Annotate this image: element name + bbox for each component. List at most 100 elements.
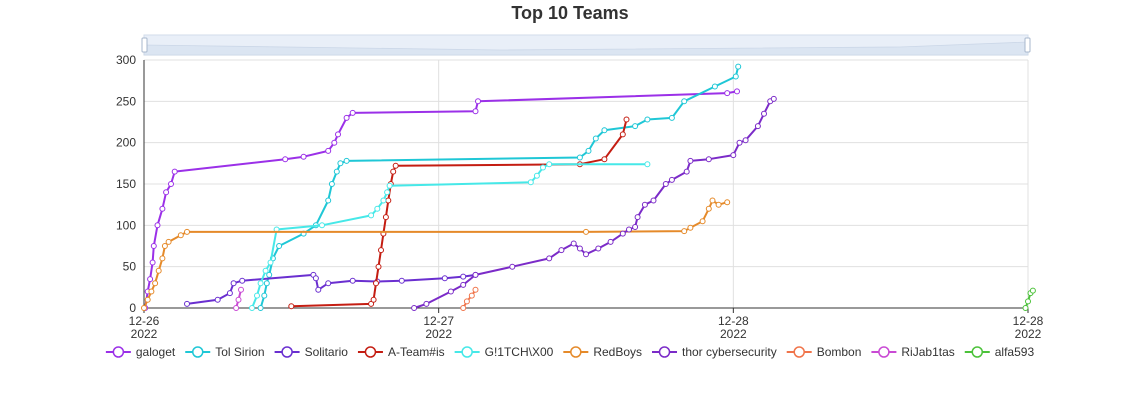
- series-line[interactable]: [291, 119, 628, 308]
- data-point[interactable]: [300, 153, 307, 160]
- data-point[interactable]: [335, 131, 341, 138]
- data-point[interactable]: [540, 164, 546, 171]
- data-point[interactable]: [447, 288, 454, 295]
- data-point[interactable]: [770, 95, 777, 102]
- data-point[interactable]: [315, 286, 322, 293]
- data-point[interactable]: [460, 305, 467, 311]
- data-point[interactable]: [735, 63, 742, 70]
- legend-item[interactable]: Tol Sirion: [185, 345, 265, 359]
- data-point[interactable]: [325, 147, 332, 154]
- data-point[interactable]: [276, 243, 283, 249]
- data-point[interactable]: [325, 280, 332, 287]
- data-point[interactable]: [337, 160, 344, 167]
- data-point[interactable]: [168, 181, 174, 187]
- data-point[interactable]: [331, 139, 338, 146]
- data-point[interactable]: [375, 263, 382, 270]
- legend-item[interactable]: A-Team#is: [357, 345, 445, 359]
- zoom-handle-left[interactable]: [141, 37, 148, 53]
- data-point[interactable]: [254, 292, 260, 299]
- data-point[interactable]: [668, 176, 675, 183]
- data-point[interactable]: [595, 245, 602, 252]
- data-point[interactable]: [527, 179, 534, 186]
- data-point[interactable]: [235, 296, 242, 303]
- data-point[interactable]: [239, 277, 246, 284]
- data-point[interactable]: [343, 114, 350, 121]
- data-point[interactable]: [226, 290, 233, 297]
- data-point[interactable]: [230, 280, 237, 287]
- data-point[interactable]: [705, 156, 712, 163]
- data-point[interactable]: [147, 276, 154, 283]
- data-point[interactable]: [373, 280, 379, 287]
- data-point[interactable]: [171, 168, 178, 175]
- data-point[interactable]: [576, 245, 583, 252]
- data-point[interactable]: [282, 156, 289, 163]
- data-point[interactable]: [732, 73, 739, 80]
- data-point[interactable]: [238, 286, 244, 293]
- series-line[interactable]: [259, 66, 740, 309]
- legend-item[interactable]: Solitario: [274, 345, 349, 359]
- data-point[interactable]: [644, 161, 651, 168]
- data-point[interactable]: [398, 277, 405, 284]
- data-point[interactable]: [261, 292, 268, 299]
- data-point[interactable]: [460, 273, 467, 280]
- data-point[interactable]: [650, 197, 657, 204]
- data-point[interactable]: [333, 168, 340, 175]
- data-point[interactable]: [601, 156, 608, 163]
- data-point[interactable]: [634, 214, 641, 221]
- data-point[interactable]: [546, 161, 553, 168]
- data-point[interactable]: [1029, 287, 1036, 294]
- data-point[interactable]: [288, 303, 295, 310]
- data-point[interactable]: [163, 189, 170, 196]
- data-point[interactable]: [257, 280, 264, 287]
- data-point[interactable]: [349, 277, 356, 284]
- data-point[interactable]: [150, 243, 157, 249]
- legend-item[interactable]: thor cybersecurity: [652, 345, 777, 359]
- data-point[interactable]: [736, 139, 743, 146]
- data-point[interactable]: [761, 110, 767, 117]
- data-point[interactable]: [632, 224, 639, 230]
- data-point[interactable]: [626, 226, 632, 233]
- data-point[interactable]: [715, 201, 722, 208]
- data-point[interactable]: [141, 305, 147, 311]
- data-point[interactable]: [152, 280, 159, 287]
- data-point[interactable]: [683, 168, 690, 175]
- data-point[interactable]: [724, 199, 731, 206]
- data-point[interactable]: [177, 232, 184, 239]
- data-point[interactable]: [378, 247, 384, 254]
- data-point[interactable]: [386, 182, 393, 189]
- data-point[interactable]: [570, 240, 577, 247]
- data-point[interactable]: [730, 152, 737, 159]
- data-point[interactable]: [319, 222, 325, 229]
- data-point[interactable]: [382, 214, 389, 221]
- data-point[interactable]: [423, 300, 430, 307]
- data-point[interactable]: [687, 224, 694, 231]
- data-point[interactable]: [705, 205, 712, 212]
- data-point[interactable]: [742, 137, 749, 144]
- series-line[interactable]: [186, 273, 476, 305]
- data-point[interactable]: [668, 114, 675, 121]
- data-point[interactable]: [441, 275, 448, 282]
- data-point[interactable]: [632, 123, 639, 130]
- data-point[interactable]: [257, 305, 264, 311]
- data-point[interactable]: [724, 90, 731, 97]
- data-point[interactable]: [619, 230, 626, 237]
- series-line[interactable]: [251, 163, 648, 309]
- data-point[interactable]: [699, 218, 706, 225]
- legend-item[interactable]: RedBoys: [563, 345, 642, 359]
- data-point[interactable]: [312, 275, 319, 282]
- data-point[interactable]: [144, 296, 151, 303]
- legend-item[interactable]: G!1TCH\X00: [454, 345, 554, 359]
- data-point[interactable]: [148, 288, 155, 295]
- data-point[interactable]: [385, 197, 392, 204]
- data-point[interactable]: [266, 271, 273, 278]
- data-point[interactable]: [392, 162, 399, 169]
- data-point[interactable]: [161, 243, 168, 249]
- data-point[interactable]: [472, 286, 479, 293]
- series-line[interactable]: [462, 289, 477, 309]
- data-point[interactable]: [368, 300, 375, 307]
- data-point[interactable]: [165, 238, 172, 245]
- data-point[interactable]: [149, 259, 156, 266]
- data-point[interactable]: [709, 197, 716, 204]
- data-point[interactable]: [159, 205, 166, 212]
- series-line[interactable]: [144, 90, 738, 309]
